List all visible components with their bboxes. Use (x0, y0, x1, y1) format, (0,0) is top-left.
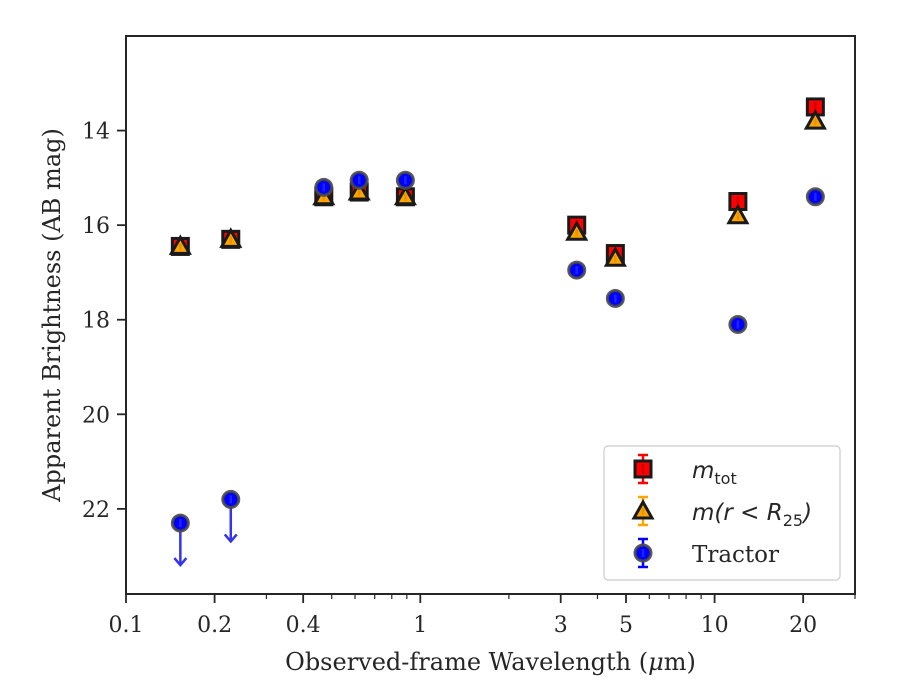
legend-label-mtot: mtot (692, 458, 737, 488)
x-axis-label: Observed-frame Wavelength (μm) (285, 648, 696, 676)
x-axis-label-mu: μ (648, 648, 664, 676)
legend-label-mr25: m(r < R25) (692, 500, 812, 530)
data-point-circle (605, 288, 625, 308)
data-point-triangle (726, 203, 750, 225)
legend: mtot m(r < R25) Tractor (603, 445, 841, 581)
legend-marker-circle (633, 543, 653, 563)
data-point-circle (395, 170, 415, 190)
y-tick-label: 16 (82, 214, 110, 239)
data-point-circle (349, 170, 369, 190)
data-point-circle (567, 260, 587, 280)
legend-marker-square (633, 459, 653, 479)
data-point-circle (221, 489, 241, 509)
y-tick-label: 22 (82, 498, 110, 523)
data-point-triangle (393, 184, 417, 206)
series-circle-group (170, 170, 825, 567)
y-axis-label: Apparent Brightness (AB mag) (38, 128, 66, 503)
y-tick-label: 14 (82, 120, 110, 145)
data-point-circle (728, 314, 748, 334)
data-point-triangle (347, 179, 371, 201)
data-marks (168, 97, 827, 567)
x-tick-label: 1 (413, 613, 427, 638)
x-tick-label: 0.1 (109, 613, 144, 638)
legend-markers (631, 453, 655, 569)
legend-box (603, 445, 841, 581)
x-axis-ticks: 0.1 0.2 0.4 1 3 5 10 20 (109, 594, 856, 638)
data-point-triangle (168, 234, 192, 255)
data-point-triangle (803, 109, 827, 130)
data-point-triangle (603, 246, 627, 267)
data-point-triangle (565, 220, 589, 241)
y-tick-label: 20 (82, 403, 110, 428)
data-point-circle (805, 187, 825, 207)
y-tick-label: 18 (82, 309, 110, 334)
x-tick-label: 0.2 (197, 613, 232, 638)
data-point-circle (170, 513, 190, 533)
x-tick-label: 10 (701, 613, 729, 638)
legend-label-tractor: Tractor (692, 542, 779, 568)
plot-frame (125, 35, 856, 595)
x-tick-label: 20 (789, 613, 817, 638)
legend-marker-triangle (631, 498, 655, 520)
data-point-triangle (219, 227, 243, 248)
data-point-circle (314, 177, 334, 197)
x-tick-label: 3 (554, 613, 568, 638)
y-axis-ticks: 14 16 18 20 22 (82, 120, 126, 523)
x-tick-label: 5 (619, 613, 633, 638)
x-tick-label: 0.4 (286, 613, 321, 638)
